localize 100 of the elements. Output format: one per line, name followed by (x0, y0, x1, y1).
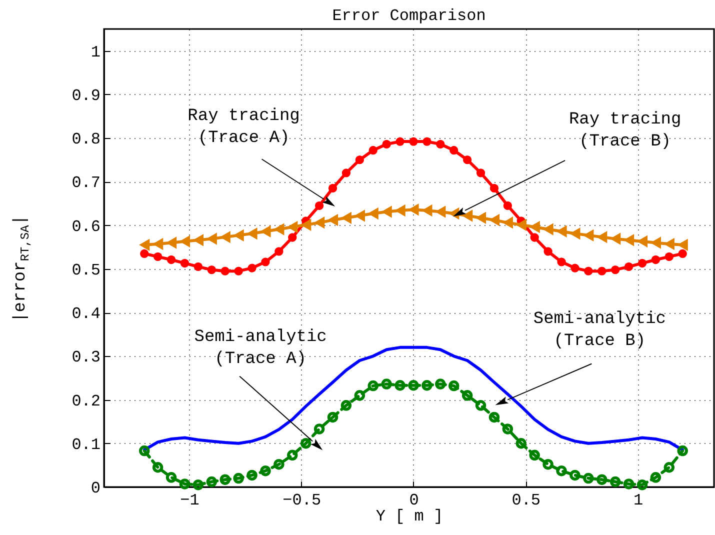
annotation: Semi-analytic (Trace A) (194, 328, 327, 370)
point (488, 412, 500, 423)
point (462, 210, 473, 222)
point (139, 238, 150, 252)
point (287, 450, 298, 461)
point (233, 472, 244, 484)
y-tick-label: 0.2 (72, 392, 100, 410)
point (340, 212, 352, 224)
point (542, 458, 554, 470)
point (422, 380, 432, 391)
point (274, 247, 284, 256)
point (570, 227, 580, 240)
point (248, 264, 256, 272)
point (233, 229, 244, 242)
point (246, 470, 258, 481)
point (450, 146, 458, 155)
point (502, 424, 514, 434)
point (354, 390, 366, 401)
point (610, 265, 620, 274)
point (342, 168, 351, 178)
point (328, 184, 338, 193)
point (462, 156, 472, 164)
y-tick-label: 0.5 (72, 261, 100, 280)
point (542, 223, 554, 236)
point (623, 478, 634, 490)
point (677, 445, 688, 456)
annotation: Semi-analytic (Trace B) (533, 310, 666, 351)
point (260, 225, 271, 238)
point (179, 478, 190, 490)
x-tick-label: 0 (409, 492, 419, 510)
y-tick-label: 0 (90, 480, 100, 498)
point (557, 258, 566, 266)
point (314, 201, 324, 210)
point (368, 380, 378, 392)
point (260, 465, 271, 476)
point (462, 390, 473, 401)
point (327, 412, 338, 423)
point (382, 140, 391, 148)
point (368, 146, 378, 155)
point (636, 479, 648, 490)
y-tick-label: 1 (90, 43, 100, 62)
y-tick-label: 0.6 (72, 218, 100, 236)
y-tick-label: 0.1 (72, 436, 100, 454)
point (596, 474, 608, 485)
point (354, 210, 365, 222)
point (152, 238, 164, 250)
point (288, 233, 297, 242)
point (651, 255, 660, 264)
point (650, 472, 662, 483)
point (153, 252, 162, 262)
point (368, 207, 378, 220)
y-tick-label: 0.3 (72, 348, 100, 367)
point (624, 262, 634, 272)
point (287, 220, 298, 234)
point (138, 445, 150, 456)
annotation: Ray tracing (Trace B) (568, 110, 682, 152)
point (570, 264, 580, 272)
point (556, 465, 567, 476)
point (502, 216, 513, 229)
point (355, 156, 364, 164)
point (476, 168, 486, 178)
point (503, 201, 512, 210)
point (220, 230, 230, 244)
point (436, 140, 445, 148)
point (596, 230, 608, 244)
point (638, 258, 647, 268)
point (530, 233, 539, 242)
y-tick-label: 0.9 (72, 86, 100, 105)
point (234, 266, 243, 276)
point (206, 476, 218, 488)
point (300, 218, 312, 231)
x-tick-label: 0.5 (512, 492, 541, 510)
point (340, 400, 352, 411)
point (396, 137, 404, 146)
point (664, 462, 675, 473)
annotation: Ray tracing (Trace A) (188, 107, 300, 148)
y-tick-label: 0.8 (72, 130, 100, 149)
point (381, 206, 392, 218)
point (192, 479, 204, 490)
point (152, 462, 164, 473)
point (274, 223, 284, 236)
point (556, 225, 567, 238)
point (206, 232, 217, 245)
point (529, 220, 540, 234)
point (664, 252, 674, 262)
point (570, 470, 580, 481)
point (140, 249, 149, 258)
point (475, 212, 486, 224)
point (246, 227, 258, 240)
point (220, 266, 230, 276)
point (274, 458, 284, 470)
point (422, 137, 432, 146)
point (598, 266, 606, 276)
point (300, 438, 312, 449)
point (529, 450, 540, 461)
point (194, 262, 203, 272)
point (409, 137, 418, 146)
point (650, 236, 661, 249)
y-tick-label: 0.4 (72, 305, 100, 324)
point (166, 472, 177, 483)
